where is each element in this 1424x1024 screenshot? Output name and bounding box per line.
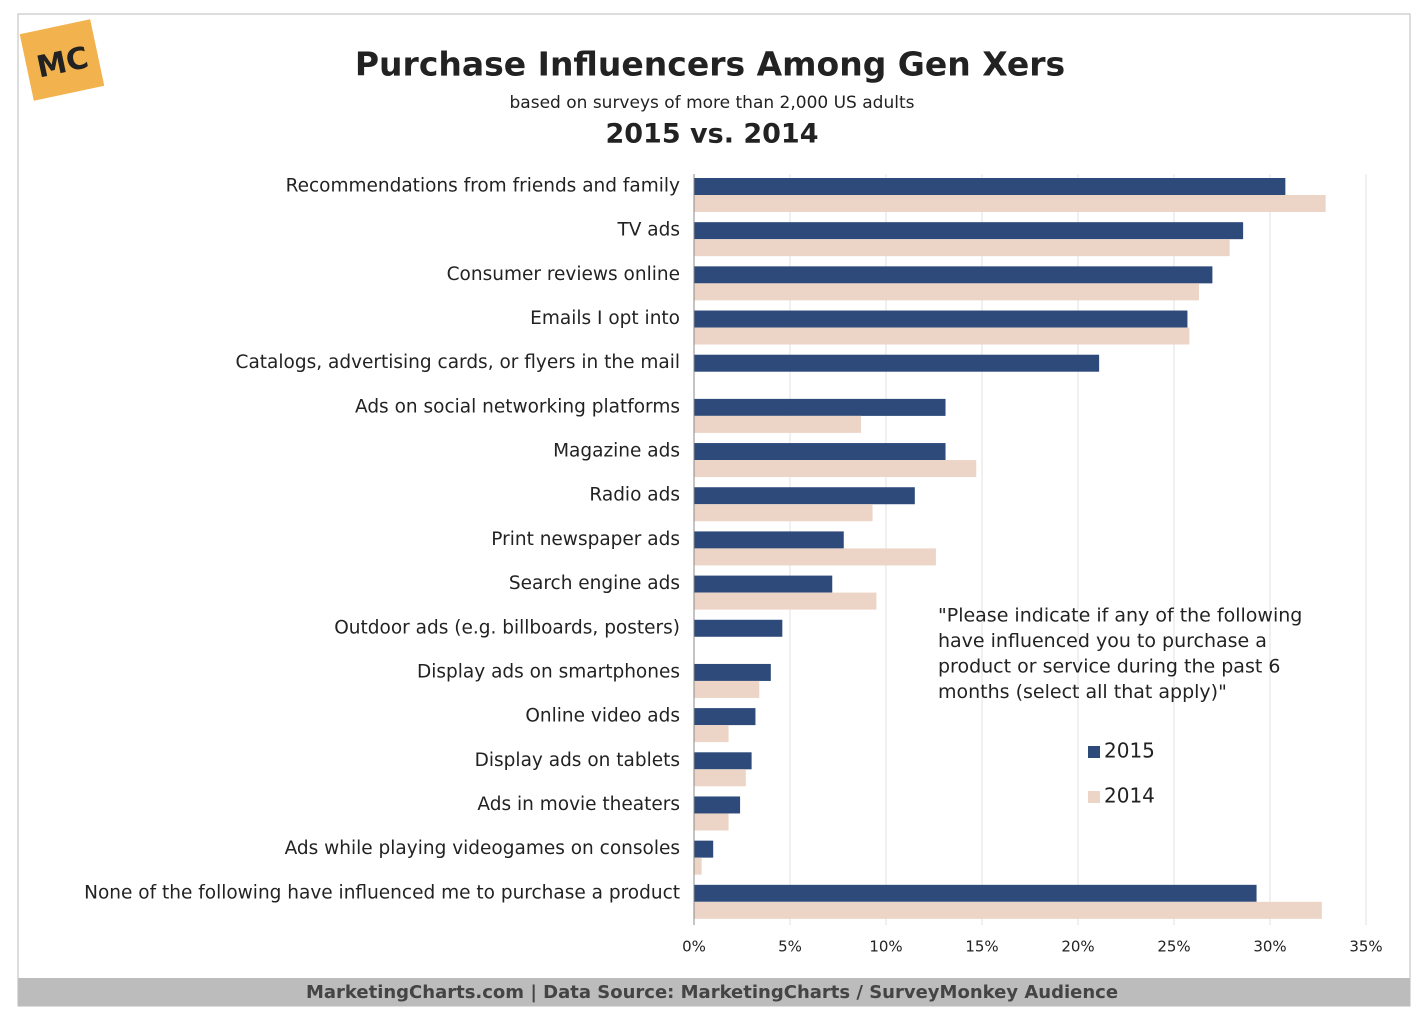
bar — [694, 796, 741, 814]
y-tick-label: Consumer reviews online — [447, 264, 680, 285]
y-tick-label: Outdoor ads (e.g. billboards, posters) — [334, 617, 680, 638]
annotation: "Please indicate if any of the following — [938, 605, 1302, 627]
bar — [694, 531, 844, 549]
annotation: have influenced you to purchase a — [938, 630, 1267, 652]
y-tick-label: Ads while playing videogames on consoles — [285, 838, 680, 859]
bar — [694, 813, 729, 831]
legend-swatch — [1088, 791, 1100, 803]
bar — [694, 354, 1100, 372]
x-tick-label: 35% — [1349, 938, 1382, 956]
x-tick-label: 25% — [1157, 938, 1190, 956]
bar — [694, 398, 946, 416]
y-tick-label: Print newspaper ads — [491, 529, 680, 550]
y-tick-label: Radio ads — [589, 485, 680, 506]
y-tick-label: Display ads on tablets — [475, 750, 680, 771]
bar — [694, 857, 702, 875]
bar — [694, 708, 756, 726]
bar — [694, 680, 760, 698]
y-tick-label: None of the following have influenced me… — [84, 882, 680, 903]
bar — [694, 415, 862, 433]
bar — [694, 725, 729, 743]
bar — [694, 752, 752, 770]
y-tick-label: Ads on social networking platforms — [355, 396, 680, 417]
bar — [694, 460, 977, 478]
bar — [694, 283, 1199, 301]
y-tick-label: Emails I opt into — [530, 308, 680, 329]
y-tick-label: Magazine ads — [553, 441, 680, 462]
bar — [694, 575, 833, 593]
bar — [694, 195, 1326, 212]
bar — [694, 769, 746, 787]
annotation: months (select all that apply)" — [938, 681, 1227, 703]
bar — [694, 487, 915, 505]
x-tick-label: 5% — [778, 938, 802, 956]
y-tick-label: Display ads on smartphones — [417, 661, 680, 682]
bar — [694, 901, 1322, 919]
legend-swatch — [1088, 746, 1100, 758]
x-tick-label: 0% — [682, 938, 706, 956]
x-tick-label: 10% — [869, 938, 902, 956]
legend-label: 2014 — [1104, 784, 1155, 808]
annotation: product or service during the past 6 — [938, 656, 1280, 678]
bar — [694, 310, 1188, 328]
bar — [694, 443, 946, 461]
bar — [694, 266, 1213, 284]
y-tick-label: Recommendations from friends and family — [286, 176, 680, 197]
bar — [694, 239, 1230, 257]
y-tick-label: TV ads — [616, 220, 680, 241]
x-tick-label: 20% — [1061, 938, 1094, 956]
bar — [694, 663, 771, 681]
footer-bar — [18, 978, 1410, 1006]
x-tick-label: 15% — [965, 938, 998, 956]
bar — [694, 548, 936, 566]
bar — [694, 222, 1244, 240]
x-tick-label: 30% — [1253, 938, 1286, 956]
logo: MC — [19, 19, 105, 101]
y-tick-label: Ads in movie theaters — [477, 794, 680, 815]
y-tick-label: Catalogs, advertising cards, or flyers i… — [236, 352, 680, 373]
bar — [694, 178, 1286, 195]
bar — [694, 504, 873, 522]
bar — [694, 327, 1190, 345]
y-tick-label: Search engine ads — [509, 573, 680, 594]
bar — [694, 840, 714, 858]
chart-subtitle: based on surveys of more than 2,000 US a… — [510, 93, 915, 113]
bar — [694, 619, 783, 637]
bar — [694, 884, 1257, 902]
chart-title: Purchase Influencers Among Gen Xers — [355, 45, 1065, 84]
footer: MarketingCharts.com | Data Source: Marke… — [306, 982, 1118, 1003]
legend-label: 2015 — [1104, 739, 1155, 763]
y-tick-label: Online video ads — [525, 706, 680, 727]
chart-subtitle: 2015 vs. 2014 — [605, 119, 818, 150]
logo-box — [19, 19, 105, 101]
bar — [694, 592, 877, 610]
